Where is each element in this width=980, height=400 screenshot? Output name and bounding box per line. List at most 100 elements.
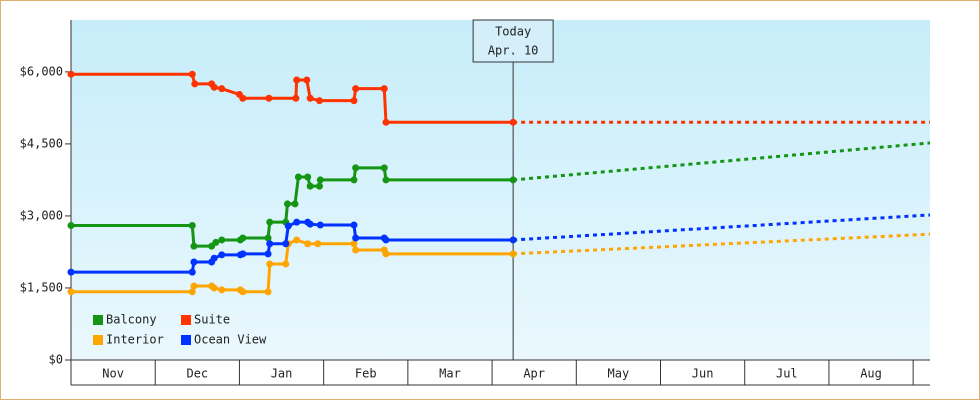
today-box [472, 19, 554, 63]
point [218, 236, 226, 244]
point [293, 236, 301, 244]
legend-label: Suite [194, 313, 230, 327]
y-tick-label: $4,500 [20, 136, 63, 150]
y-tick-label: $0 [49, 353, 63, 367]
forecast-line [512, 141, 931, 182]
legend-label: Interior [106, 333, 164, 347]
point [282, 260, 290, 268]
point [210, 254, 218, 262]
point [266, 260, 274, 268]
point [291, 200, 299, 208]
point [316, 176, 324, 184]
point [284, 222, 292, 230]
point [380, 164, 388, 172]
x-tick-label: Apr [523, 367, 545, 381]
legend-swatch [181, 335, 191, 345]
point [352, 164, 360, 172]
x-tick-label: Jul [776, 367, 798, 381]
point [191, 80, 199, 88]
point [188, 222, 196, 230]
point [509, 236, 517, 244]
point [350, 176, 358, 184]
point [239, 94, 247, 102]
point [188, 268, 196, 276]
point [239, 250, 247, 258]
point [218, 85, 226, 93]
point [266, 218, 274, 226]
point [218, 251, 226, 259]
point [210, 284, 218, 292]
y-tick-label: $1,500 [20, 280, 63, 294]
point [190, 242, 198, 250]
point [509, 118, 517, 126]
x-tick-label: Nov [102, 367, 124, 381]
point [188, 70, 196, 78]
point [316, 221, 324, 229]
x-tick-label: Jan [271, 367, 293, 381]
today-label: Apr. 10 [488, 44, 539, 58]
point [306, 94, 314, 102]
point [352, 246, 360, 254]
point [266, 240, 274, 248]
x-tick-label: Jun [692, 367, 714, 381]
y-tick-label: $3,000 [20, 208, 63, 222]
legend-label: Ocean View [194, 333, 267, 347]
point [304, 173, 312, 181]
point [315, 182, 323, 190]
point [350, 240, 358, 248]
point [294, 173, 302, 181]
point [293, 76, 301, 84]
point [382, 250, 390, 258]
point [314, 240, 322, 248]
point [212, 238, 220, 246]
point [352, 85, 360, 93]
forecast-line [513, 232, 931, 256]
point [306, 220, 314, 228]
x-tick-label: Feb [355, 367, 377, 381]
point [315, 97, 323, 105]
x-tick-label: Dec [186, 367, 208, 381]
plot-area [71, 20, 930, 360]
point [264, 234, 272, 242]
point [218, 286, 226, 294]
point [188, 288, 196, 296]
point [350, 221, 358, 229]
point [67, 268, 75, 276]
point [382, 176, 390, 184]
point [304, 240, 312, 248]
point [380, 85, 388, 93]
point [239, 288, 247, 296]
point [67, 70, 75, 78]
point [509, 250, 517, 258]
point [350, 97, 358, 105]
point [282, 240, 290, 248]
point [264, 250, 272, 258]
point [264, 288, 272, 296]
y-tick-label: $6,000 [20, 64, 63, 78]
point [283, 200, 291, 208]
point [303, 76, 311, 84]
point [67, 222, 75, 230]
x-tick-label: Mar [439, 367, 461, 381]
point [293, 218, 301, 226]
point [306, 182, 314, 190]
point [239, 234, 247, 242]
point [509, 176, 517, 184]
point [352, 234, 360, 242]
legend-swatch [93, 335, 103, 345]
point [382, 236, 390, 244]
legend-swatch [181, 315, 191, 325]
x-tick-label: Aug [860, 367, 882, 381]
point [265, 94, 273, 102]
x-tick-label: May [608, 367, 630, 381]
point [190, 282, 198, 290]
forecast-line [513, 213, 931, 242]
point [67, 288, 75, 296]
legend-swatch [93, 315, 103, 325]
legend-label: Balcony [106, 313, 157, 327]
point [292, 94, 300, 102]
point [210, 83, 218, 91]
today-label: Today [495, 25, 531, 39]
point [382, 118, 390, 126]
